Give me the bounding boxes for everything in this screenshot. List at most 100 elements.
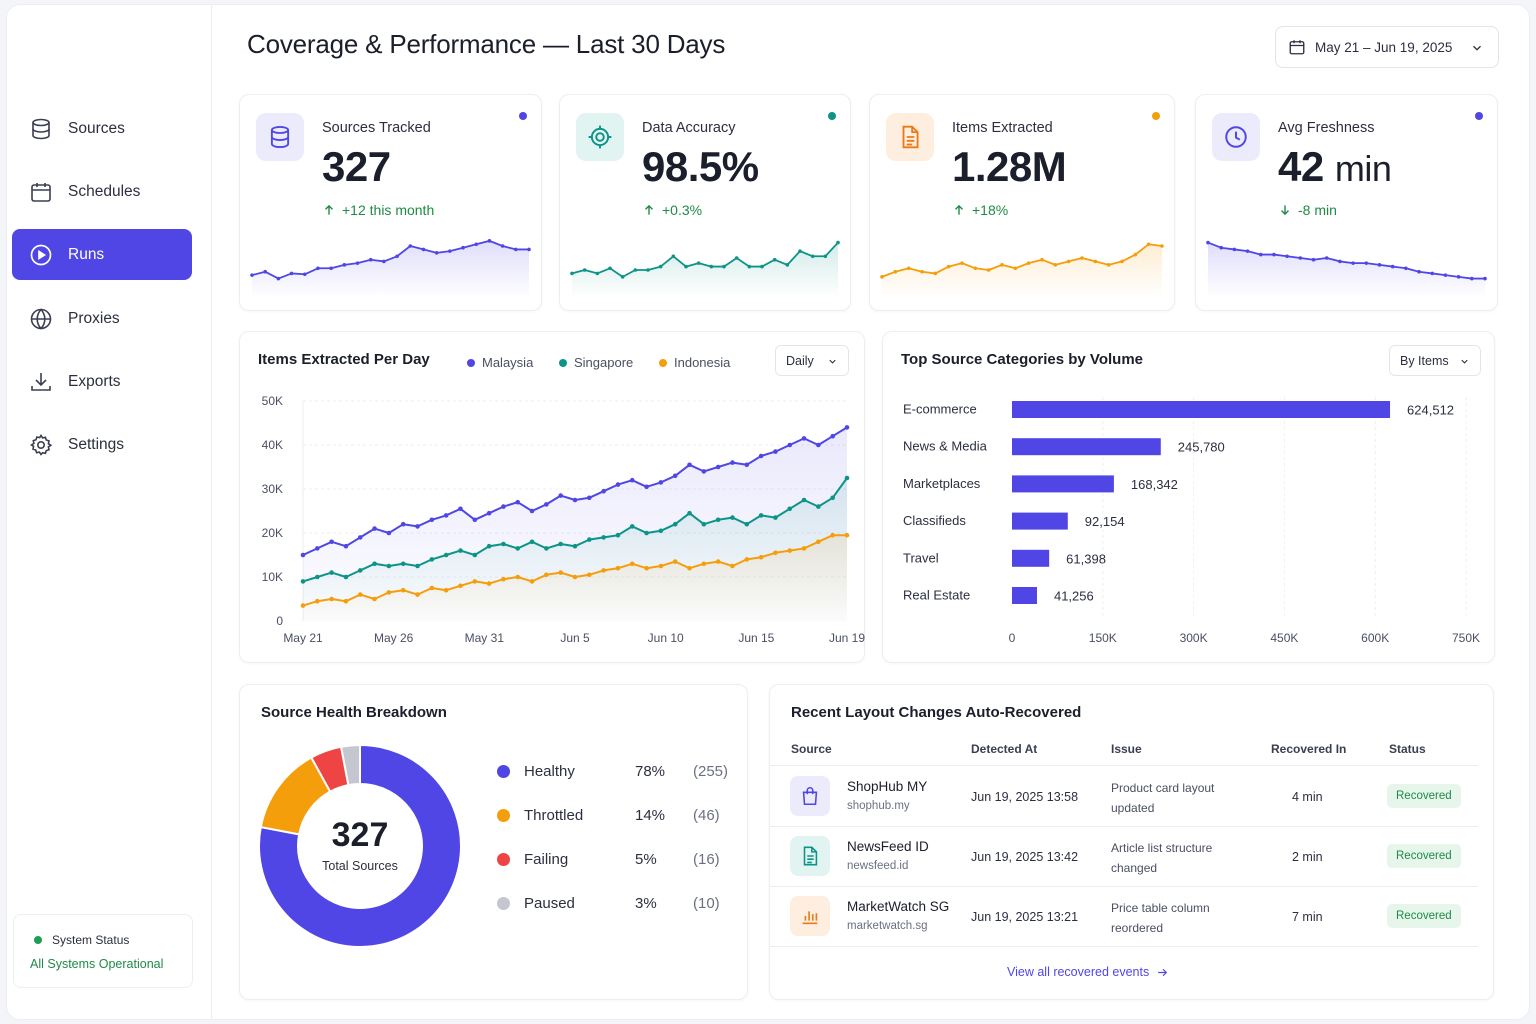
sparkline-point (1443, 273, 1448, 277)
sidebar-item-sources[interactable]: Sources (12, 103, 192, 154)
date-range-picker[interactable]: May 21 – Jun 19, 2025 (1275, 26, 1499, 68)
sparkline-point (986, 268, 991, 272)
data-point (300, 603, 306, 608)
sidebar-item-runs[interactable]: Runs (12, 229, 192, 280)
data-point (787, 548, 793, 553)
sidebar-item-exports[interactable]: Exports (12, 356, 192, 407)
view-all-recovered-link[interactable]: View all recovered events (1007, 965, 1169, 979)
column-header-recovered-in: Recovered In (1271, 742, 1347, 756)
source-name[interactable]: ShopHub MY (847, 779, 928, 794)
source-domain: marketwatch.sg (847, 920, 928, 932)
kpi-card-sources-tracked[interactable]: Sources Tracked 327 +12 this month (239, 94, 542, 311)
data-point (715, 464, 721, 470)
sidebar-item-schedules[interactable]: Schedules (12, 166, 192, 217)
data-point (816, 504, 821, 509)
x-tick-label: Jun 5 (560, 631, 590, 645)
kpi-card-items-extracted[interactable]: Items Extracted 1.28M +18% (869, 94, 1175, 311)
sparkline-point (1377, 263, 1382, 267)
kpi-icon-box (256, 113, 304, 161)
health-name: Paused (524, 895, 575, 912)
kpi-value: 42 min (1278, 143, 1392, 191)
data-point (615, 532, 621, 538)
sparkline-point (1106, 263, 1111, 267)
sparkline-point (1456, 275, 1461, 279)
kpi-value-number: 98.5% (642, 143, 759, 190)
data-point (758, 513, 764, 518)
sparkline-point (620, 275, 625, 279)
sparkline-point (798, 249, 802, 253)
sort-select[interactable]: By Items (1389, 345, 1481, 376)
sidebar-item-proxies[interactable]: Proxies (12, 293, 192, 344)
health-count: (16) (693, 851, 720, 868)
kpi-card-data-accuracy[interactable]: Data Accuracy 98.5% +0.3% (559, 94, 851, 311)
chevron-down-icon (1461, 359, 1468, 364)
data-point (443, 552, 449, 558)
granularity-select[interactable]: Daily (775, 345, 849, 376)
sparkline-point (276, 276, 281, 281)
category-label: Classifieds (903, 513, 966, 528)
data-point (558, 541, 563, 547)
sparkline (250, 239, 531, 298)
bar (1012, 401, 1391, 418)
data-point (443, 513, 449, 518)
sparkline-point (608, 266, 612, 271)
sparkline-point (595, 271, 600, 276)
x-tick-label: 150K (1089, 631, 1117, 645)
kpi-label: Items Extracted (952, 120, 1053, 136)
source-domain: newsfeed.id (847, 860, 909, 872)
x-tick-label: May 21 (283, 631, 323, 645)
sparkline-point (1483, 276, 1487, 281)
sparkline-point (408, 244, 413, 248)
health-title: Source Health Breakdown (261, 704, 447, 721)
sparkline-point (1470, 276, 1474, 281)
data-point (544, 502, 549, 507)
category-label: Marketplaces (903, 476, 981, 491)
sidebar-item-label: Settings (68, 435, 125, 453)
status-title: System Status (52, 933, 130, 947)
column-header-issue: Issue (1111, 742, 1142, 756)
data-point (758, 554, 764, 560)
download-icon (31, 372, 51, 391)
kpi-card-avg-freshness[interactable]: Avg Freshness 42 min -8 min (1195, 94, 1498, 311)
kpi-delta-text: +12 this month (342, 202, 435, 218)
sparkline-point (747, 264, 752, 269)
sparkline-point (302, 272, 307, 277)
sparkline-point (646, 268, 650, 272)
source-name[interactable]: NewsFeed ID (847, 839, 929, 854)
data-point (801, 546, 807, 551)
kpi-value-unit: min (1334, 148, 1392, 189)
kpi-value: 1.28M (952, 143, 1067, 191)
sparkline-point (382, 259, 386, 264)
sidebar-item-settings[interactable]: Settings (12, 419, 192, 470)
legend-label: Singapore (574, 355, 634, 370)
data-point (672, 559, 678, 564)
top-categories-chart-card (882, 331, 1495, 663)
health-count: (10) (693, 895, 720, 912)
data-point (572, 497, 578, 503)
bar (1012, 512, 1068, 530)
source-name[interactable]: MarketWatch SG (847, 899, 950, 914)
data-point (329, 596, 334, 602)
data-point (458, 583, 463, 589)
arrow-up-icon (955, 204, 963, 215)
sparkline-point (368, 257, 373, 262)
data-point (644, 565, 649, 571)
status-indicator (34, 936, 42, 944)
sidebar-item-label: Runs (68, 245, 105, 263)
sparkline-line (571, 241, 839, 278)
page-title: Coverage & Performance — Last 30 Days (247, 29, 726, 59)
data-point (372, 596, 377, 602)
data-point (816, 539, 821, 545)
sparkline-point (1285, 254, 1289, 259)
sparkline (1206, 240, 1487, 298)
data-point (830, 433, 835, 439)
column-header-status: Status (1389, 742, 1426, 756)
shopping-bag-icon (802, 787, 818, 806)
data-point (357, 592, 363, 597)
data-point (787, 506, 793, 512)
sparkline-point (960, 261, 964, 265)
kpi-label: Sources Tracked (322, 120, 431, 136)
granularity-value: Daily (786, 353, 814, 368)
health-pct: 3% (635, 895, 657, 912)
arrow-up-icon (645, 204, 653, 215)
